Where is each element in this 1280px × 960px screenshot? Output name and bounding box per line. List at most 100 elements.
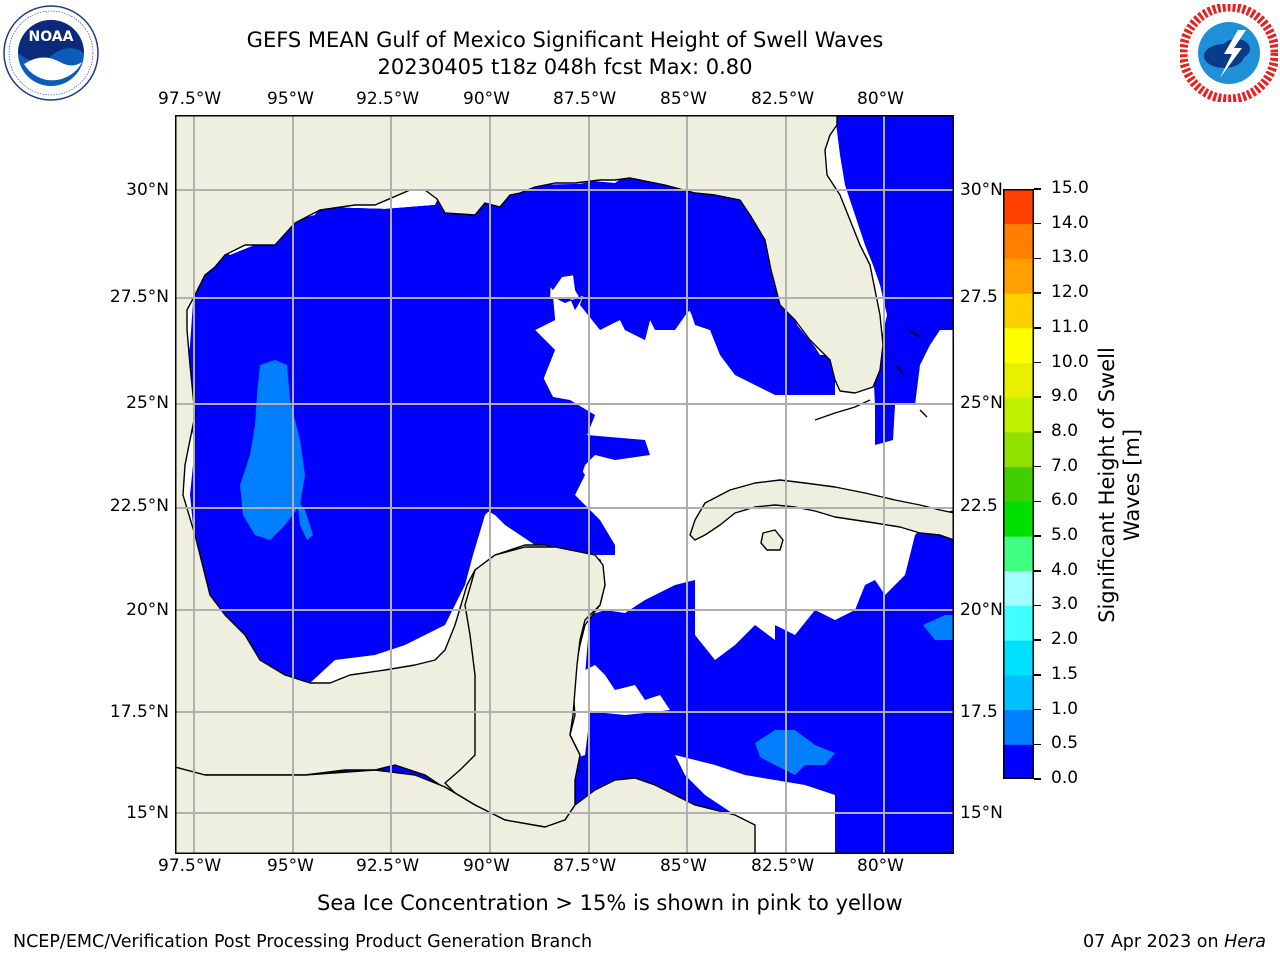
lon-tick-top-2: 95°W [267,89,314,109]
colorbar-segment [1003,674,1034,711]
colorbar-tick-label: 1.0 [1051,698,1079,719]
colorbar-tick-mark [1034,639,1041,641]
colorbar-tick-label: 2.0 [1051,629,1079,650]
lat-tick-left-7: 15°N [126,803,169,823]
caribbean-no-data-lower [675,755,835,854]
colorbar-tick-label: 4.0 [1051,559,1079,580]
caribbean-mid-swell-east [923,615,954,640]
colorbar-ticks: 0.0 0.5 1.0 1.5 2.0 3.0 4.0 5.0 6.0 7.0 8.0 9.0 10.0… [1034,178,1114,788]
colorbar-tick-mark [1034,431,1041,433]
colorbar-tick-label: 5.0 [1051,525,1079,546]
lon-tick-top-1: 97.5°W [158,89,222,109]
colorbar-segment [1003,640,1034,676]
colorbar-tick-label: 7.0 [1051,455,1079,476]
yucatan-land [444,546,606,828]
colorbar-segment [1003,536,1034,572]
isla-juventud-land [760,529,784,551]
cuba-land [689,479,954,541]
lon-tick-top-6: 85°W [660,89,707,109]
sea-ice-note: Sea Ice Concentration > 15% is shown in … [317,891,903,915]
lat-tick-left-3: 25°N [126,393,169,413]
colorbar-tick-label: 10.0 [1051,351,1089,372]
colorbar-segment [1003,605,1034,641]
colorbar-label-line1: Significant Height of Swell [1095,347,1119,623]
colorbar-segment [1003,258,1034,294]
lat-tick-left-5: 20°N [126,600,169,620]
noaa-logo-text: NOAA [29,29,74,45]
lat-tick-right-1: 30°N [960,180,1003,200]
colorbar-segment [1003,431,1034,468]
colorbar-tick-label: 1.5 [1051,663,1079,684]
lon-tick-bottom-1: 97.5°W [158,856,222,876]
western-gulf-swell [185,185,565,685]
lat-tick-left-4: 22.5°N [109,496,169,516]
lon-tick-top-3: 92.5°W [356,89,420,109]
colorbar-segment [1003,362,1034,398]
colorbar [1003,189,1034,779]
footer-date-text: 07 Apr 2023 on [1083,932,1225,952]
colorbar-tick-mark [1034,188,1041,190]
colorbar-tick-mark [1034,674,1041,676]
colorbar-segment [1003,709,1034,745]
colorbar-segment [1003,327,1034,364]
central-america-land [175,766,756,854]
footer-date: 07 Apr 2023 on Hera [1083,932,1266,952]
colorbar-tick-label: 9.0 [1051,386,1079,407]
lon-tick-bottom-2: 95°W [267,856,314,876]
nws-logo [1178,2,1280,104]
colorbar-tick-mark [1034,535,1041,537]
lat-tick-right-6: 17.5 [960,702,998,722]
lon-tick-bottom-3: 92.5°W [356,856,420,876]
map-frame [175,115,954,854]
caribbean-no-data-west [575,665,670,715]
lon-tick-bottom-7: 82.5°W [751,856,815,876]
colorbar-tick-label: 3.0 [1051,594,1079,615]
colorbar-tick-label: 0.0 [1051,768,1079,788]
lat-tick-right-5: 20°N [960,600,1003,620]
colorbar-segment [1003,570,1034,606]
colorbar-tick-mark [1034,327,1041,329]
chart-title: GEFS MEAN Gulf of Mexico Significant Hei… [246,28,884,52]
lon-tick-bottom-5: 87.5°W [553,856,617,876]
colorbar-border [1003,189,1034,779]
colorbar-tick-mark [1034,604,1041,607]
lat-tick-right-3: 25°N [960,393,1003,413]
lat-tick-left-1: 30°N [126,180,169,200]
colorbar-tick-label: 6.0 [1051,490,1079,511]
colorbar-label: Significant Height of Swell Waves [m] [1095,185,1151,623]
colorbar-segment [1003,744,1034,779]
bahamas-islands [894,329,928,418]
colorbar-tick-mark [1034,396,1041,398]
lon-tick-bottom-6: 85°W [660,856,707,876]
colorbar-tick-label: 12.0 [1051,282,1089,303]
colorbar-tick-mark [1034,743,1041,746]
colorbar-tick-mark [1034,500,1041,503]
colorbar-tick-label: 15.0 [1051,178,1089,198]
colorbar-tick-mark [1034,292,1041,294]
atlantic-swell-field [835,115,954,445]
colorbar-label-line2: Waves [m] [1120,428,1144,542]
western-gulf-mid-swell-small [297,500,313,540]
colorbar-segment [1003,189,1034,225]
lon-tick-top-8: 80°W [857,89,904,109]
colorbar-segment [1003,293,1034,329]
caribbean-mid-swell [755,730,835,775]
colorbar-tick-mark [1034,778,1041,780]
colorbar-tick-label: 8.0 [1051,420,1079,441]
footer-branch: NCEP/EMC/Verification Post Processing Pr… [13,932,593,952]
colorbar-tick-label: 0.5 [1051,733,1079,754]
colorbar-tick-label: 14.0 [1051,212,1089,233]
lon-tick-top-5: 87.5°W [553,89,617,109]
colorbar-segment [1003,501,1034,537]
lat-tick-right-2: 27.5 [960,287,998,307]
lon-tick-top-7: 82.5°W [751,89,815,109]
colorbar-tick-mark [1034,570,1041,572]
lat-tick-left-2: 27.5°N [109,287,169,307]
lon-tick-bottom-4: 90°W [463,856,510,876]
lat-tick-right-7: 15°N [960,803,1003,823]
colorbar-tick-mark [1034,222,1041,225]
map-panel [175,115,954,854]
colorbar-tick-mark [1034,257,1041,260]
colorbar-segment [1003,397,1034,433]
footer-machine: Hera [1224,932,1266,952]
